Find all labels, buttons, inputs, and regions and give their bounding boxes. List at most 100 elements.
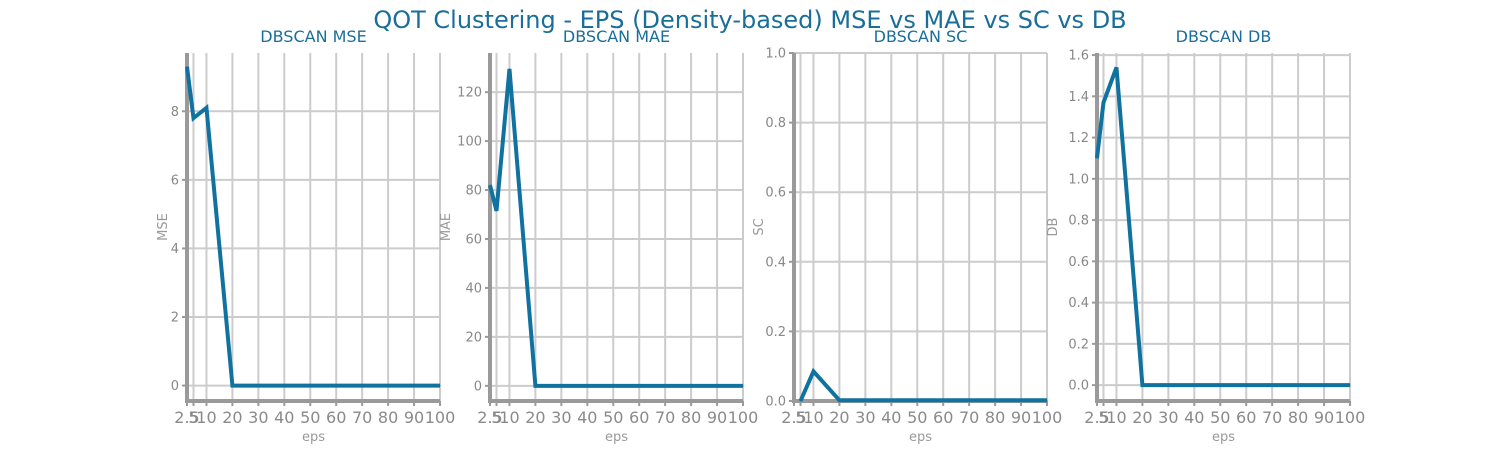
x-tick-label: 90 xyxy=(1314,408,1334,427)
data-point xyxy=(205,107,207,109)
x-tick-label: 40 xyxy=(577,408,597,427)
data-point xyxy=(1297,384,1299,386)
x-tick-label: 10 xyxy=(499,408,519,427)
x-tick-label: 20 xyxy=(829,408,849,427)
series-line xyxy=(798,367,1047,403)
y-tick-label: 1.4 xyxy=(1068,90,1089,105)
x-tick-label: 60 xyxy=(933,408,953,427)
x-tick-label: 50 xyxy=(1210,408,1230,427)
x-tick-label: 80 xyxy=(1288,408,1308,427)
data-point xyxy=(1193,384,1195,386)
x-tick-label: 80 xyxy=(378,408,398,427)
x-axis-label: eps xyxy=(909,430,932,445)
data-point xyxy=(1271,384,1273,386)
x-tick-label: 30 xyxy=(1158,408,1178,427)
data-point xyxy=(916,399,918,401)
x-tick-label: 20 xyxy=(1132,408,1152,427)
x-tick-label: 70 xyxy=(1262,408,1282,427)
x-tick-label: 5 xyxy=(1098,408,1108,427)
y-tick-label: 80 xyxy=(465,184,482,199)
y-tick-label: 0 xyxy=(474,379,482,394)
data-point xyxy=(716,385,718,387)
data-point xyxy=(968,399,970,401)
data-point xyxy=(864,399,866,401)
y-tick-label: 0.6 xyxy=(1068,255,1089,270)
y-tick-label: 20 xyxy=(465,330,482,345)
data-point xyxy=(942,399,944,401)
data-point xyxy=(186,66,188,68)
data-point xyxy=(192,117,194,119)
data-point xyxy=(309,385,311,387)
data-point xyxy=(994,399,996,401)
data-point xyxy=(257,385,259,387)
data-point xyxy=(361,385,363,387)
data-point xyxy=(812,370,814,372)
y-axis-label: MAE xyxy=(439,213,454,241)
y-tick-label: 0 xyxy=(171,379,179,394)
y-axis-label: DB xyxy=(1046,218,1061,237)
y-tick-label: 0.8 xyxy=(1068,214,1089,229)
data-point xyxy=(612,385,614,387)
panel-title: DBSCAN MSE xyxy=(260,27,366,46)
data-point xyxy=(560,385,562,387)
series-line xyxy=(1095,66,1350,388)
data-point xyxy=(690,385,692,387)
y-tick-label: 6 xyxy=(171,173,179,188)
data-point xyxy=(1245,384,1247,386)
x-tick-label: 70 xyxy=(352,408,372,427)
x-tick-label: 30 xyxy=(551,408,571,427)
data-point xyxy=(439,385,441,387)
y-tick-label: 0.4 xyxy=(1068,296,1089,311)
data-point xyxy=(1096,157,1098,159)
y-tick-label: 1.0 xyxy=(765,47,786,62)
y-tick-label: 0.6 xyxy=(765,186,786,201)
x-tick-label: 100 xyxy=(1032,408,1063,427)
data-point xyxy=(638,385,640,387)
y-tick-label: 0.8 xyxy=(765,116,786,131)
data-point xyxy=(413,385,415,387)
x-axis-label: eps xyxy=(302,430,325,445)
data-point xyxy=(1219,384,1221,386)
y-tick-label: 0.4 xyxy=(765,255,786,270)
figure-title: QOT Clustering - EPS (Density-based) MSE… xyxy=(373,6,1126,34)
data-point xyxy=(1046,399,1048,401)
x-tick-label: 2.5 xyxy=(477,408,502,427)
x-tick-label: 40 xyxy=(274,408,294,427)
x-tick-label: 100 xyxy=(425,408,456,427)
data-point xyxy=(664,385,666,387)
x-tick-label: 90 xyxy=(707,408,727,427)
x-tick-label: 30 xyxy=(248,408,268,427)
x-tick-label: 5 xyxy=(491,408,501,427)
data-point xyxy=(1115,66,1117,68)
x-tick-label: 10 xyxy=(803,408,823,427)
y-axis-label: MSE xyxy=(156,213,171,241)
data-point xyxy=(1141,384,1143,386)
x-tick-label: 80 xyxy=(985,408,1005,427)
x-tick-label: 20 xyxy=(525,408,545,427)
y-tick-label: 0.0 xyxy=(1068,379,1089,394)
x-axis-label: eps xyxy=(1212,430,1235,445)
y-tick-label: 100 xyxy=(457,135,482,150)
y-tick-label: 1.2 xyxy=(1068,131,1089,146)
x-tick-label: 60 xyxy=(326,408,346,427)
y-tick-label: 60 xyxy=(465,232,482,247)
x-tick-label: 30 xyxy=(855,408,875,427)
data-point xyxy=(508,68,510,70)
series-line xyxy=(185,66,440,388)
y-tick-label: 1.0 xyxy=(1068,172,1089,187)
y-axis-label: SC xyxy=(752,218,767,235)
x-tick-label: 50 xyxy=(603,408,623,427)
x-tick-label: 90 xyxy=(1011,408,1031,427)
panel-title: DBSCAN DB xyxy=(1176,27,1272,46)
panel-title: DBSCAN MAE xyxy=(563,27,670,46)
data-point xyxy=(387,385,389,387)
data-point xyxy=(1167,384,1169,386)
panel-title: DBSCAN SC xyxy=(874,27,968,46)
x-tick-label: 10 xyxy=(1106,408,1126,427)
data-point xyxy=(495,210,497,212)
